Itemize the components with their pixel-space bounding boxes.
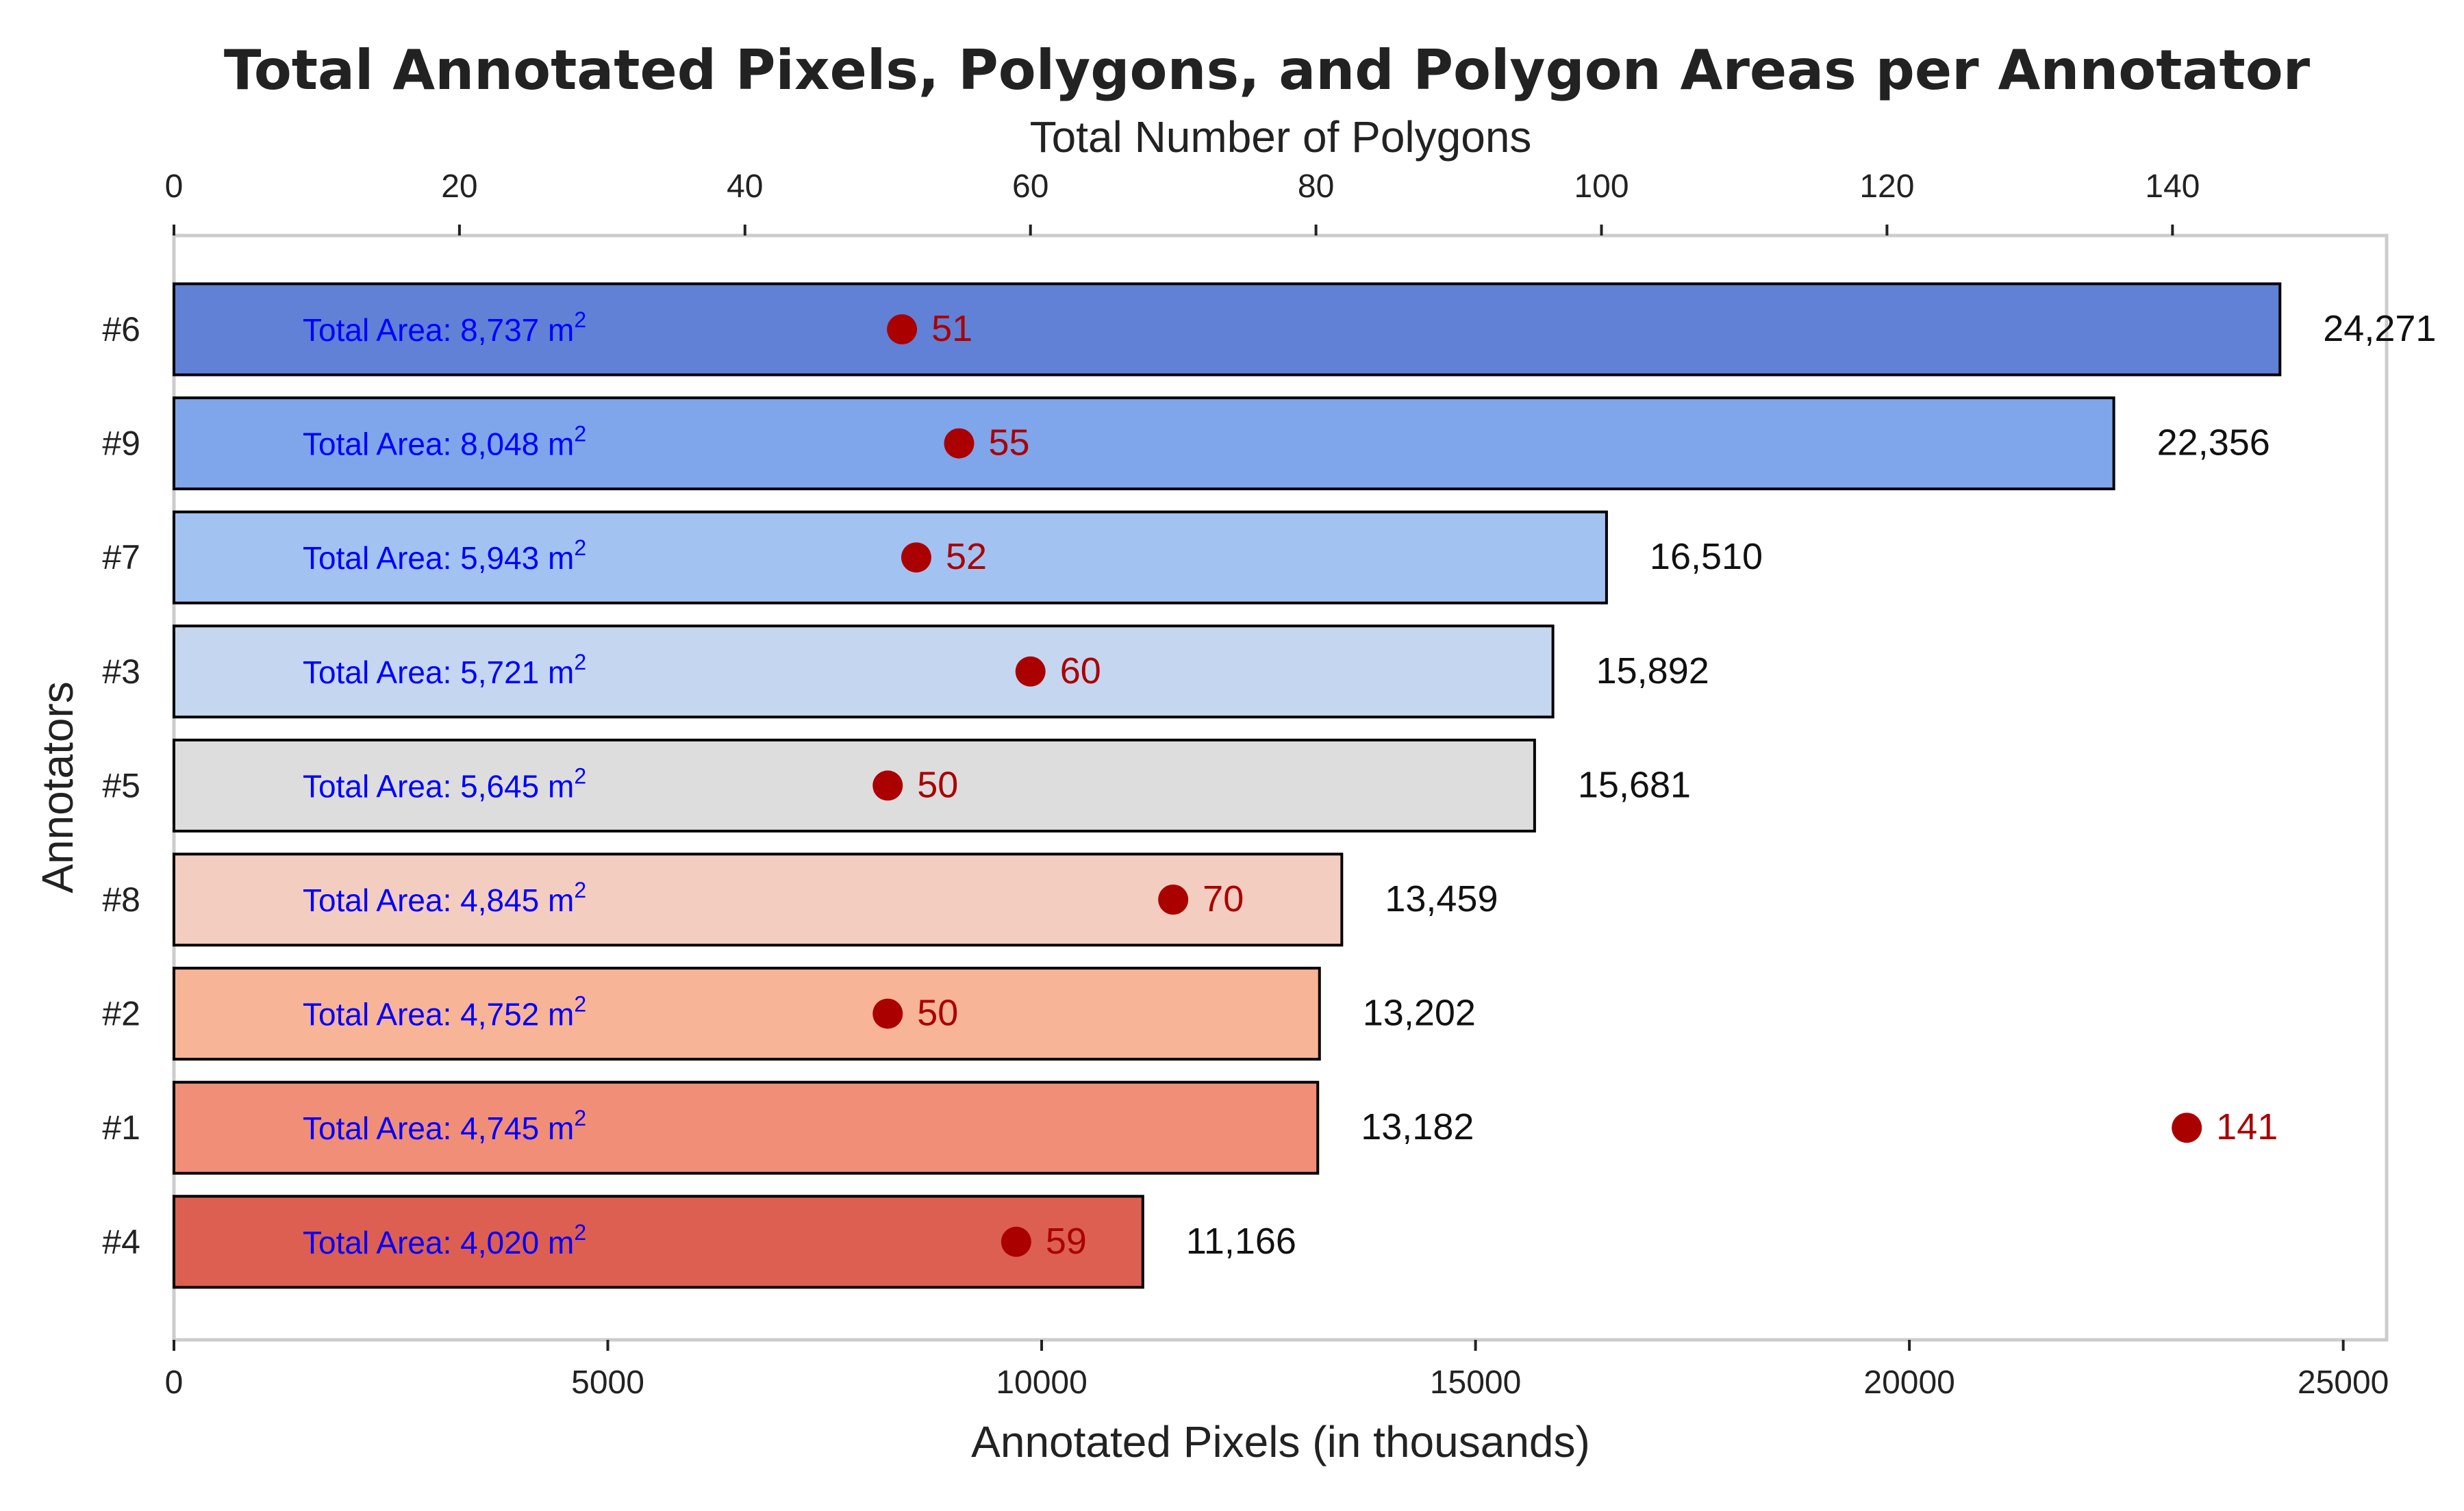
polygon-marker — [887, 314, 918, 344]
top-axis-tick-label: 100 — [1574, 168, 1629, 205]
x-axis-label: Annotated Pixels (in thousands) — [971, 1417, 1590, 1466]
category-label: #2 — [102, 995, 140, 1033]
x-tick-label: 0 — [165, 1364, 184, 1401]
area-label: Total Area: 5,721 m2 — [303, 650, 586, 690]
area-label: Total Area: 8,737 m2 — [303, 307, 586, 348]
polygon-count-label: 59 — [1046, 1221, 1087, 1262]
category-label: #6 — [102, 310, 140, 348]
bar-value-label: 11,166 — [1186, 1221, 1296, 1262]
category-label: #7 — [102, 538, 140, 576]
category-label: #4 — [102, 1223, 140, 1261]
category-label: #5 — [102, 766, 140, 804]
polygon-count-label: 60 — [1060, 650, 1101, 691]
category-label: #8 — [102, 880, 140, 919]
bar-value-label: 16,510 — [1650, 536, 1763, 577]
polygon-marker — [1001, 1226, 1031, 1257]
axes-layer: 0 5000 10000 15000 20000 25000 0 20 40 60 80 100 120… — [165, 168, 2389, 1401]
x-tick-label: 5000 — [571, 1364, 644, 1401]
bar — [173, 1195, 1144, 1289]
category-label: #9 — [102, 424, 140, 463]
polygon-marker — [901, 542, 931, 573]
bar — [173, 624, 1555, 719]
area-label: Total Area: 8,048 m2 — [303, 422, 586, 462]
chart-title: Total Annotated Pixels, Polygons, and Po… — [224, 38, 2311, 102]
bar-value-label: 13,459 — [1385, 878, 1498, 919]
polygon-count-label: 141 — [2216, 1106, 2278, 1147]
top-axis-tick-label: 140 — [2145, 168, 2200, 205]
bars-layer: #6 Total Area: 8,737 m2 24,271 51 #9 Total Ar… — [102, 282, 2436, 1289]
y-axis-label: Annotators — [33, 681, 82, 893]
polygon-marker — [872, 998, 903, 1029]
bar-value-label: 24,271 — [2323, 308, 2436, 349]
top-axis-tick-label: 60 — [1012, 168, 1048, 205]
top-axis-tick-label: 80 — [1298, 168, 1334, 205]
bar — [173, 510, 1608, 605]
area-label: Total Area: 4,020 m2 — [303, 1220, 586, 1260]
polygon-count-label: 52 — [946, 536, 987, 577]
polygon-marker — [1158, 885, 1189, 915]
polygon-marker — [944, 428, 975, 459]
area-label: Total Area: 5,943 m2 — [303, 535, 586, 576]
x-tick-label: 10000 — [996, 1364, 1087, 1401]
polygon-count-label: 50 — [917, 764, 958, 805]
bar — [173, 1080, 1320, 1175]
polygon-count-label: 70 — [1203, 878, 1244, 919]
bar — [173, 738, 1536, 833]
bar-value-label: 13,202 — [1363, 993, 1476, 1034]
top-axis-tick-label: 40 — [727, 168, 763, 205]
bar-value-label: 15,892 — [1596, 650, 1709, 691]
area-label: Total Area: 4,752 m2 — [303, 992, 586, 1032]
top-axis-tick-label: 0 — [165, 168, 184, 205]
top-axis-tick-label: 120 — [1859, 168, 1914, 205]
area-label: Total Area: 4,845 m2 — [303, 878, 586, 918]
bar — [173, 396, 2115, 491]
polygon-marker — [2172, 1113, 2202, 1143]
bar-value-label: 22,356 — [2157, 422, 2270, 464]
polygon-count-label: 55 — [988, 422, 1029, 464]
category-label: #1 — [102, 1108, 140, 1147]
area-label: Total Area: 4,745 m2 — [303, 1106, 586, 1146]
bar — [173, 282, 2282, 377]
top-axis-label: Total Number of Polygons — [1030, 112, 1532, 162]
polygon-marker — [872, 770, 903, 801]
category-label: #3 — [102, 652, 140, 691]
area-label: Total Area: 5,645 m2 — [303, 763, 586, 804]
bar — [173, 967, 1321, 1061]
bar-value-label: 15,681 — [1578, 764, 1691, 805]
bar-value-label: 13,182 — [1361, 1106, 1474, 1147]
polygon-marker — [1015, 656, 1046, 687]
top-axis-tick-label: 20 — [441, 168, 477, 205]
x-tick-label: 15000 — [1430, 1364, 1521, 1401]
x-tick-label: 25000 — [2298, 1364, 2389, 1401]
polygon-count-label: 50 — [917, 993, 958, 1034]
x-tick-label: 20000 — [1863, 1364, 1954, 1401]
bar — [173, 852, 1344, 947]
polygon-count-label: 51 — [931, 308, 972, 349]
